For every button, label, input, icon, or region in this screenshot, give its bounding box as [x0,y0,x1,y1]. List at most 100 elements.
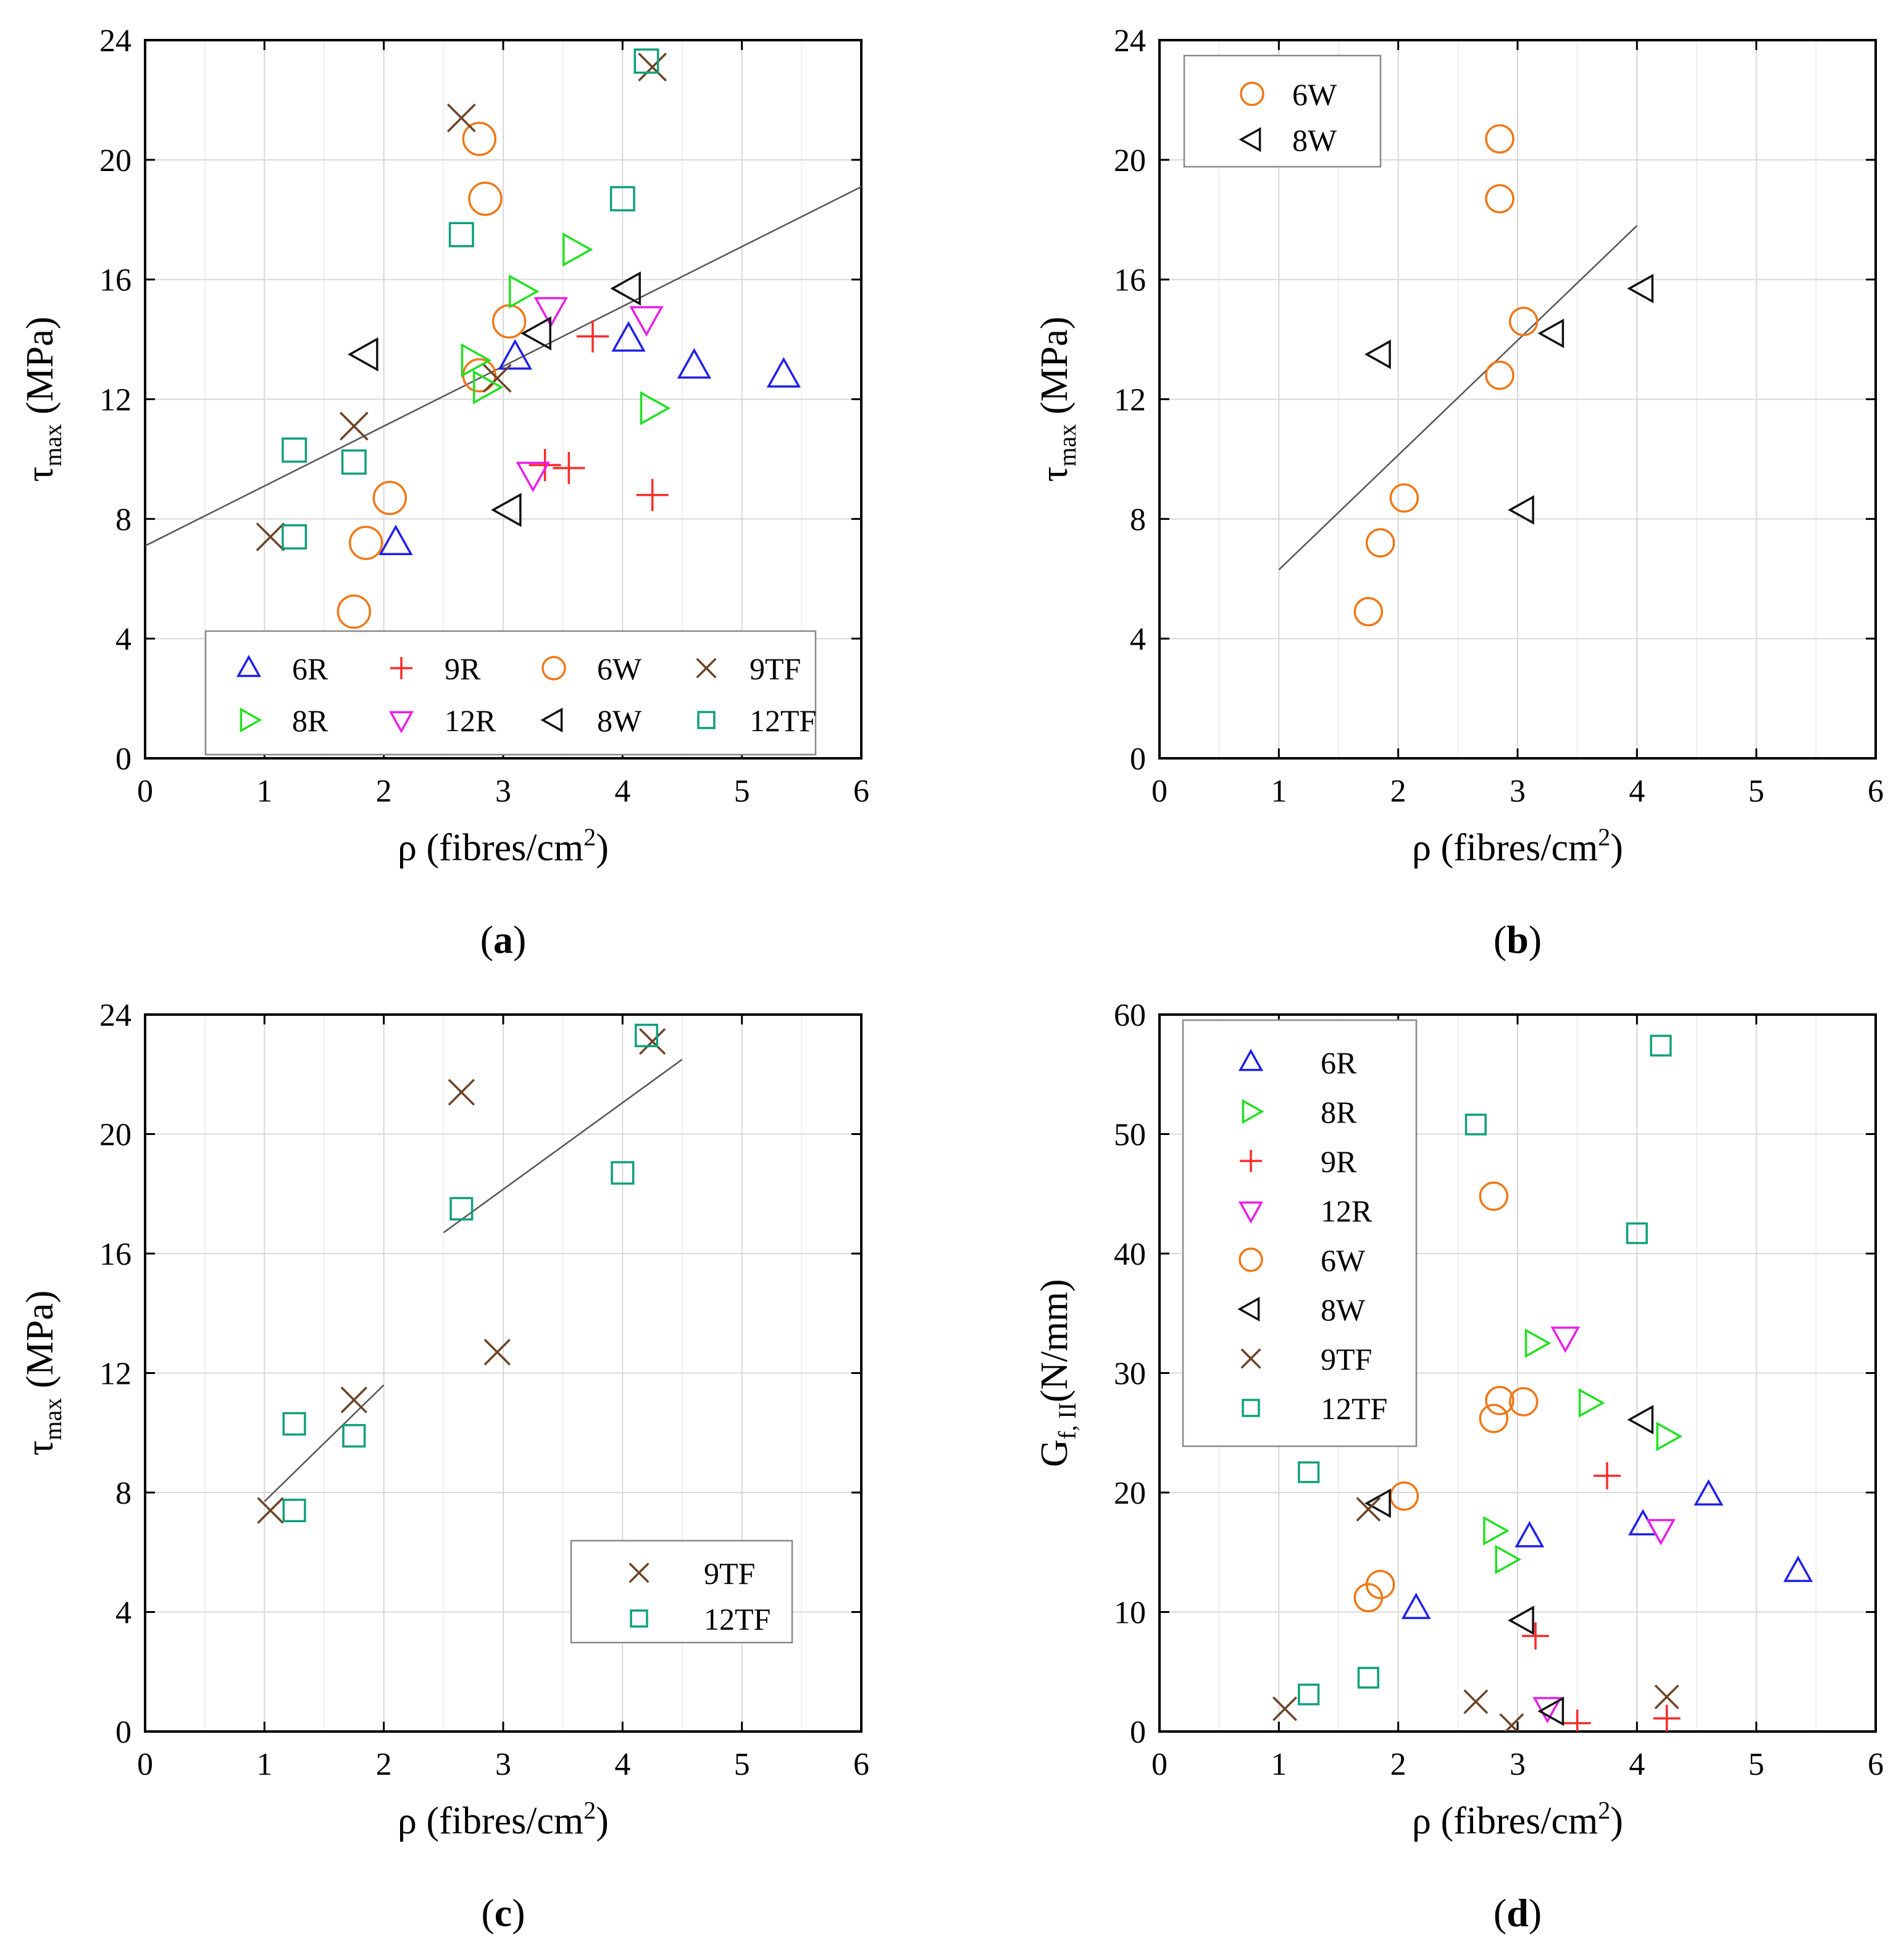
x-tick-label: 5 [734,1747,750,1782]
x-axis-label-end: ) [596,827,609,869]
data-point-9R [577,320,609,353]
series-9TF [1272,1497,1679,1732]
y-axis-label-text: G [1034,1439,1076,1467]
data-point-8W [1537,1696,1565,1726]
data-point-6R [1515,1521,1545,1547]
series-6R [1401,1479,1813,1619]
legend-marker-8W [540,707,563,733]
x-axis-label-end: ) [1610,1800,1623,1842]
legend: 9TF 12TF [570,1539,793,1644]
data-point-12TF [341,449,367,475]
legend-box [1183,54,1382,168]
y-tick-label: 20 [1114,143,1146,178]
legend-marker-8W [1237,1296,1260,1322]
data-point-8W [520,316,551,351]
trend-line [1278,225,1638,571]
data-point-8W [1508,1606,1534,1635]
y-tick-label: 12 [1114,383,1146,418]
y-tick-label: 16 [1114,263,1146,298]
y-axis-label: Gf, II(N/mm) [1034,1279,1081,1467]
legend-marker-6R [236,655,262,677]
panel-caption: (b) [1494,918,1542,961]
plot-area [1278,124,1654,627]
series-6R [378,320,801,556]
data-point-12TF [282,1498,306,1523]
x-axis-label-sup: 2 [583,1796,596,1824]
legend-marker-8W [1239,127,1261,153]
data-point-12R [629,306,664,337]
legend-marker-6R [1238,1049,1264,1071]
x-tick-label: 4 [614,1747,630,1782]
data-point-8R [1524,1328,1552,1359]
data-point-9R [636,479,669,511]
data-point-8R [509,274,540,309]
data-point-9TF [639,1028,666,1055]
caption-letter: b [1506,918,1529,961]
legend-box [570,1539,793,1644]
y-tick-label: 16 [99,263,132,298]
legend-label-8W: 8W [1292,123,1337,157]
plot-area [145,48,861,629]
x-axis-label-sup: 2 [1598,823,1610,851]
data-point-9TF [1463,1689,1489,1714]
legend-label-6W: 6W [1321,1243,1366,1278]
data-point-6W [468,182,503,216]
legend-label-9R: 9R [1321,1144,1357,1179]
y-tick-label: 8 [115,1476,132,1511]
data-point-12TF [282,437,307,463]
data-point-9TF [1356,1497,1381,1522]
x-tick-label: 6 [1868,1747,1884,1782]
caption-open: ( [1494,1891,1506,1935]
data-point-6R [766,357,801,388]
data-point-12TF [609,186,635,212]
data-point-6W [1389,483,1419,513]
x-tick-label: 1 [1271,774,1287,809]
data-point-9TF [483,1339,511,1366]
x-tick-label: 1 [256,1747,272,1782]
data-point-6W [1485,360,1515,390]
y-tick-label: 50 [1114,1118,1146,1153]
legend-marker-12TF [630,1609,648,1628]
series-8R [1483,1328,1683,1575]
panel-caption: (c) [481,1891,525,1935]
x-axis-label: ρ (fibres/cm2) [398,823,609,869]
legend-marker-8R [240,707,262,733]
y-tick-label: 0 [115,1715,132,1750]
data-point-9R [1563,1709,1591,1732]
data-point-6W [1508,1387,1539,1417]
series-6W [336,122,527,629]
legend-label-8W: 8W [1321,1292,1366,1327]
y-axis-label-end: (N/mm) [1034,1279,1076,1402]
data-point-6R [1694,1479,1724,1506]
trend-line [145,186,861,547]
data-point-6W [1485,184,1515,214]
data-point-12TF [282,1412,306,1436]
legend-marker-12R [388,711,414,734]
data-point-8W [1508,495,1534,525]
legend-label-12R: 12R [445,703,496,738]
data-point-9TF [446,103,476,133]
data-point-6W [372,480,407,516]
legend-label-6R: 6R [1321,1045,1357,1080]
series-8W [1364,274,1654,525]
data-point-12TF [1626,1222,1648,1244]
y-tick-label: 24 [99,23,132,59]
data-point-6W [1389,1481,1419,1511]
data-point-6W [491,304,527,339]
legend-label-12TF: 12TF [750,703,816,738]
data-point-12TF [449,1197,474,1221]
x-tick-label: 0 [1151,774,1168,809]
legend-label-9TF: 9TF [704,1556,755,1591]
data-point-6R [1783,1556,1813,1582]
data-point-9TF [1499,1713,1524,1732]
data-point-9TF [257,1497,284,1524]
data-point-12TF [1464,1113,1487,1136]
x-tick-label: 0 [1151,1747,1168,1782]
data-point-9TF [340,1386,367,1413]
grid-lines [145,1015,861,1732]
x-tick-label: 5 [734,774,750,809]
